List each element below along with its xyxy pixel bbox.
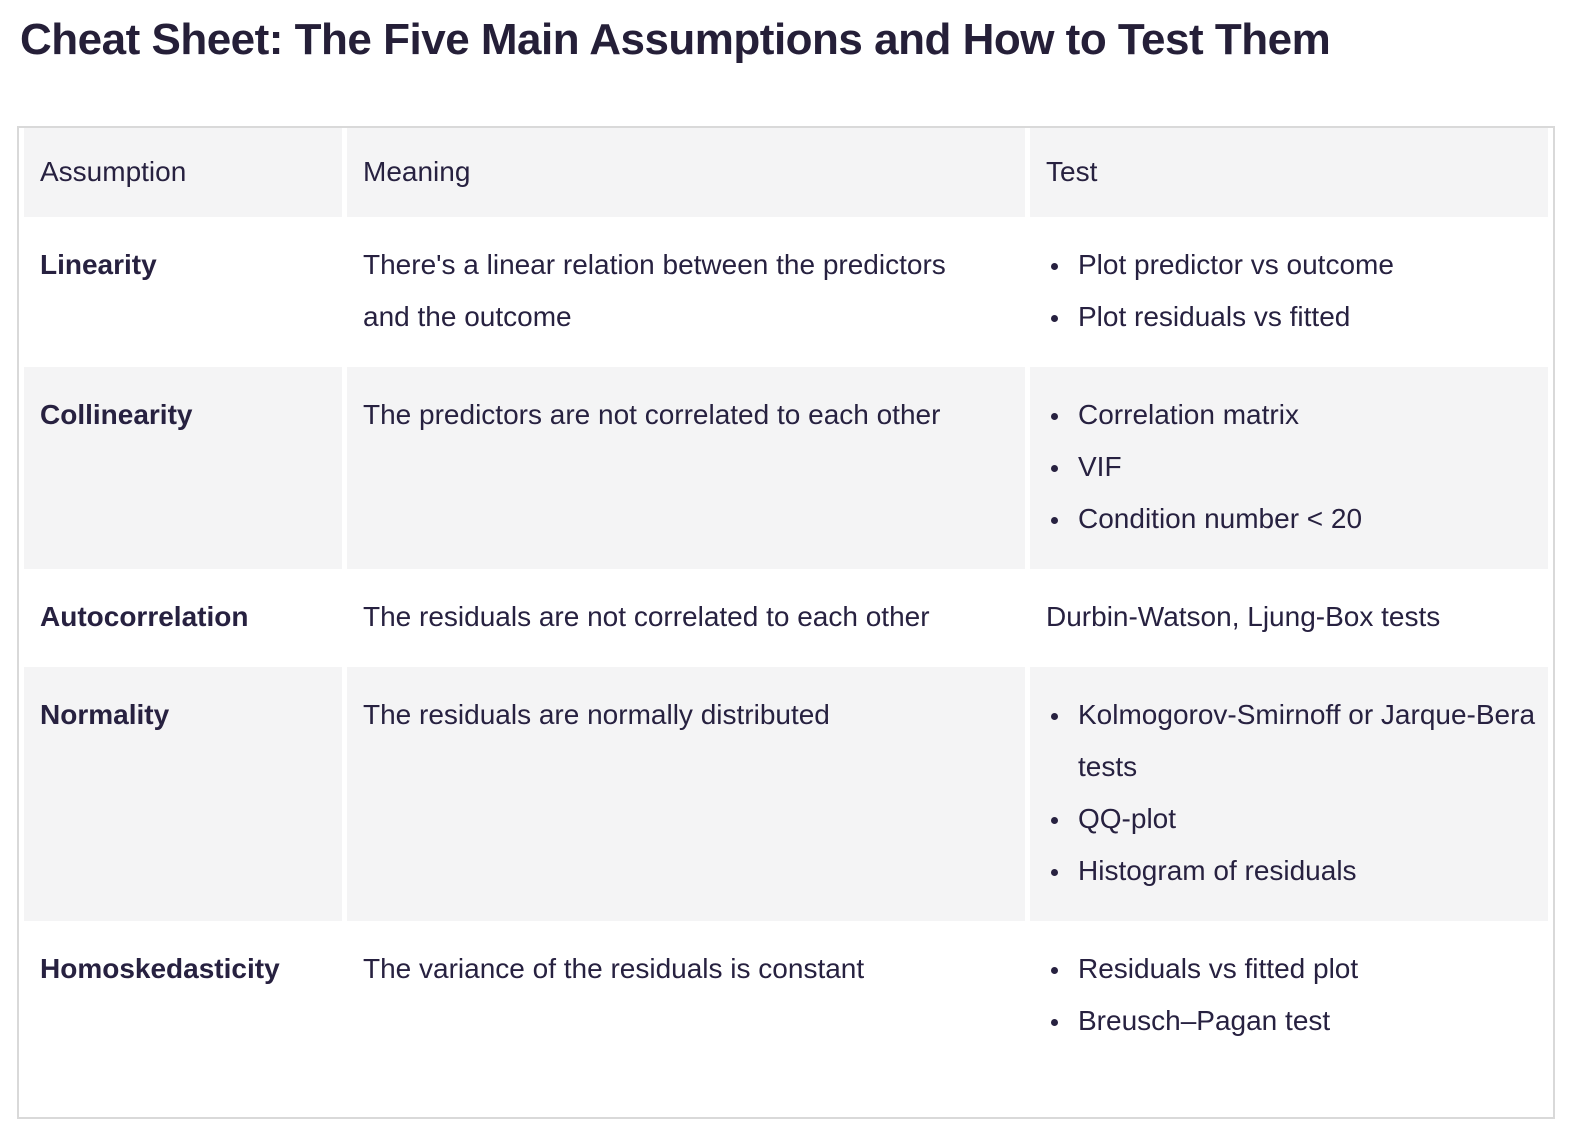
page-title: Cheat Sheet: The Five Main Assumptions a… xyxy=(20,15,1331,64)
meaning-text: The residuals are not correlated to each… xyxy=(363,601,930,632)
test-list-item: Kolmogorov-Smirnoff or Jarque-Bera tests xyxy=(1072,689,1536,793)
test-list-item: Correlation matrix xyxy=(1072,389,1536,441)
assumption-label: Normality xyxy=(24,667,342,921)
test-list: Correlation matrix VIF Condition number … xyxy=(1046,389,1536,545)
meaning-text: The variance of the residuals is constan… xyxy=(363,953,865,984)
meaning-text: The residuals are normally distributed xyxy=(347,667,1025,921)
test-cell: Plot predictor vs outcome Plot residuals… xyxy=(1030,217,1548,367)
test-list-item: Plot predictor vs outcome xyxy=(1072,239,1536,291)
meaning-text: There's a linear relation between the pr… xyxy=(363,249,946,332)
test-list: Residuals vs fitted plot Breusch–Pagan t… xyxy=(1046,943,1536,1047)
test-list-item: VIF xyxy=(1072,441,1536,493)
test-cell: Durbin-Watson, Ljung-Box tests xyxy=(1046,601,1441,632)
assumption-label: Linearity xyxy=(40,249,157,280)
column-header-meaning: Meaning xyxy=(347,128,1025,217)
meaning-text: The predictors are not correlated to eac… xyxy=(347,367,1025,569)
test-list: Kolmogorov-Smirnoff or Jarque-Bera tests… xyxy=(1046,689,1536,897)
test-list-item: Condition number < 20 xyxy=(1072,493,1536,545)
table-row-normality: Normality The residuals are normally dis… xyxy=(24,667,1548,921)
test-list-item: Breusch–Pagan test xyxy=(1072,995,1536,1047)
assumption-label: Autocorrelation xyxy=(40,601,249,632)
table-row-homoskedasticity: Homoskedasticity The variance of the res… xyxy=(24,921,1548,1117)
table-row-autocorrelation: Autocorrelation The residuals are not co… xyxy=(24,569,1548,667)
test-list: Plot predictor vs outcome Plot residuals… xyxy=(1046,239,1536,343)
test-list-item: Plot residuals vs fitted xyxy=(1072,291,1536,343)
test-cell: Correlation matrix VIF Condition number … xyxy=(1030,367,1548,569)
assumptions-table: Assumption Meaning Test Linearity There'… xyxy=(17,126,1555,1119)
assumption-label: Collinearity xyxy=(24,367,342,569)
table-row-collinearity: Collinearity The predictors are not corr… xyxy=(24,367,1548,569)
column-header-test: Test xyxy=(1030,128,1548,217)
test-cell: Kolmogorov-Smirnoff or Jarque-Bera tests… xyxy=(1030,667,1548,921)
table-row-linearity: Linearity There's a linear relation betw… xyxy=(24,217,1548,367)
column-header-assumption: Assumption xyxy=(24,128,342,217)
table-header-row: Assumption Meaning Test xyxy=(24,128,1548,217)
test-list-item: Histogram of residuals xyxy=(1072,845,1536,897)
assumption-label: Homoskedasticity xyxy=(40,953,280,984)
test-cell: Residuals vs fitted plot Breusch–Pagan t… xyxy=(1030,921,1548,1117)
test-list-item: Residuals vs fitted plot xyxy=(1072,943,1536,995)
test-list-item: QQ-plot xyxy=(1072,793,1536,845)
